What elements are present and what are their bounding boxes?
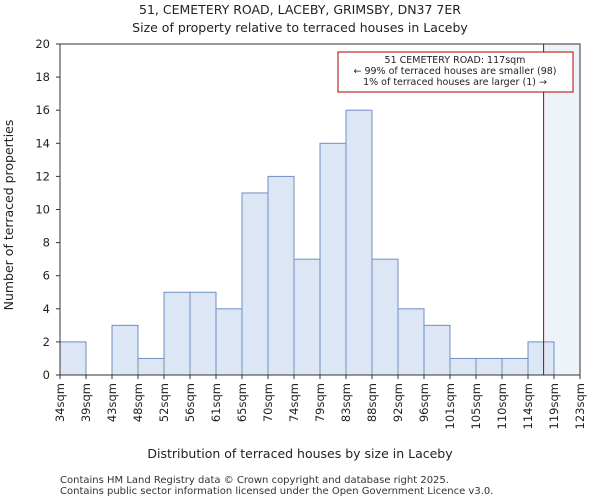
histogram-bar (59, 341, 87, 376)
x-tick-label: 61sqm (209, 383, 223, 422)
annotation-line-3: 1% of terraced houses are larger (1) → (363, 77, 547, 88)
x-tick-label: 79sqm (313, 383, 327, 422)
histogram-bar (527, 341, 555, 376)
y-tick-label: 20 (35, 37, 50, 51)
annotation-line-1: 51 CEMETERY ROAD: 117sqm (385, 55, 526, 66)
footer-line-2: Contains public sector information licen… (60, 486, 493, 497)
x-tick-label: 56sqm (183, 383, 197, 422)
histogram-bar (111, 324, 139, 376)
histogram-bar (345, 109, 373, 376)
y-axis-label: Number of terraced properties (1, 120, 16, 311)
y-tick-label: 14 (35, 136, 50, 150)
x-tick-label: 114sqm (521, 383, 535, 429)
annotation-line-2: ← 99% of terraced houses are smaller (98… (353, 66, 556, 77)
x-tick-label: 65sqm (235, 383, 249, 422)
y-tick-label: 0 (43, 368, 50, 382)
x-tick-label: 52sqm (157, 383, 171, 422)
y-tick-label: 2 (43, 335, 50, 349)
y-tick-label: 6 (43, 269, 50, 283)
larger-region-shade (543, 44, 580, 375)
histogram-bar (189, 291, 217, 376)
y-tick-label: 18 (35, 70, 50, 84)
x-tick-label: 92sqm (391, 383, 405, 422)
y-tick-label: 10 (35, 203, 50, 217)
histogram-bar (475, 357, 503, 376)
y-tick-label: 16 (35, 103, 50, 117)
histogram-bar (293, 258, 321, 376)
x-tick-label: 39sqm (79, 383, 93, 422)
chart-subtitle: Size of property relative to terraced ho… (132, 20, 468, 35)
x-tick-label: 101sqm (443, 383, 457, 429)
x-tick-label: 88sqm (365, 383, 379, 422)
x-tick-label: 70sqm (261, 383, 275, 422)
annotation-frame (337, 51, 574, 93)
histogram-bar (241, 192, 269, 376)
histogram-bar (215, 308, 243, 376)
x-tick-label: 34sqm (53, 383, 67, 422)
histogram-bar (163, 291, 191, 376)
histogram-bar (501, 357, 529, 376)
histogram-bar (267, 175, 295, 376)
y-tick-label: 12 (35, 169, 50, 183)
x-tick-label: 96sqm (417, 383, 431, 422)
y-tick-label: 4 (43, 302, 50, 316)
histogram-bar (449, 357, 477, 376)
footer-line-1: Contains HM Land Registry data © Crown c… (60, 475, 449, 486)
histogram-bar (423, 324, 451, 376)
histogram-bar (397, 308, 425, 376)
plot-area (59, 43, 581, 376)
histogram-bar (319, 142, 347, 376)
x-tick-label: 119sqm (547, 383, 561, 429)
x-tick-label: 83sqm (339, 383, 353, 422)
annotation-box: 51 CEMETERY ROAD: 117sqm ← 99% of terrac… (337, 51, 574, 93)
x-tick-label: 48sqm (131, 383, 145, 422)
x-axis-label: Distribution of terraced houses by size … (147, 446, 453, 461)
x-tick-label: 123sqm (573, 383, 587, 429)
x-tick-label: 74sqm (287, 383, 301, 422)
histogram-bar (371, 258, 399, 376)
chart-title: 51, CEMETERY ROAD, LACEBY, GRIMSBY, DN37… (139, 2, 461, 17)
histogram-bar (137, 357, 165, 376)
y-tick-label: 8 (43, 236, 50, 250)
x-tick-label: 43sqm (105, 383, 119, 422)
x-tick-label: 110sqm (495, 383, 509, 429)
x-tick-label: 105sqm (469, 383, 483, 429)
